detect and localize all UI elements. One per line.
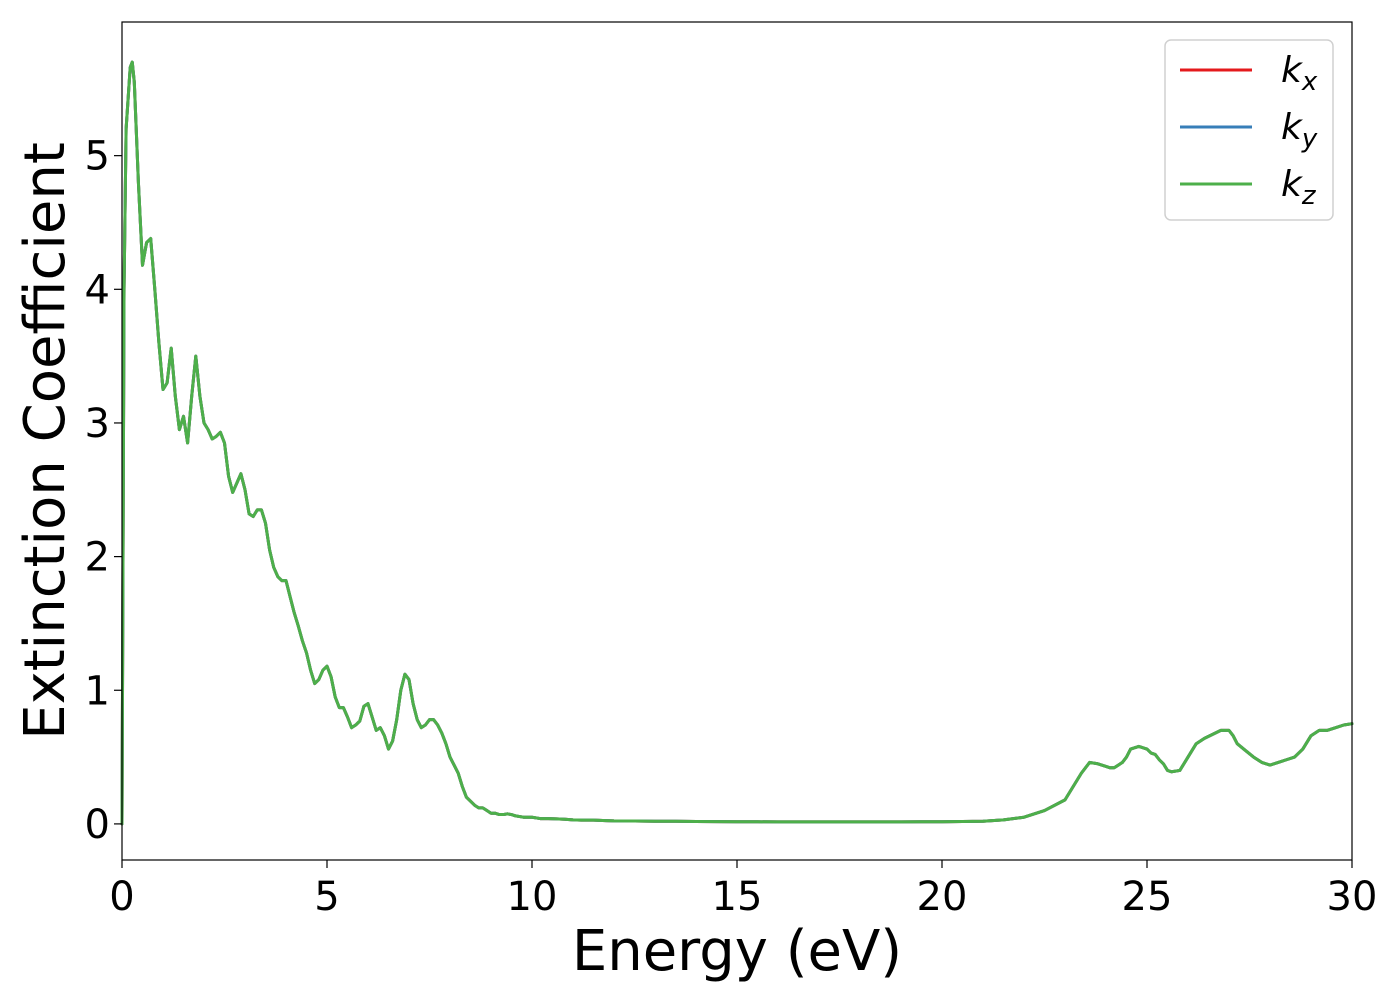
x-tick-label: 10 xyxy=(507,874,558,920)
legend: kx ky kz xyxy=(1164,39,1334,221)
y-tick-label: 0 xyxy=(85,802,110,848)
y-tick-label: 2 xyxy=(85,535,110,581)
x-tick-label: 5 xyxy=(314,874,339,920)
y-axis-title: Extinction Coefficient xyxy=(13,142,78,740)
x-axis-title: Energy (eV) xyxy=(572,919,902,984)
series-line-kz xyxy=(120,60,1354,826)
y-axis-ticks: 0 1 2 3 4 5 xyxy=(85,134,122,848)
x-tick-label: 15 xyxy=(712,874,763,920)
series-layer xyxy=(120,60,1354,826)
y-tick-label: 1 xyxy=(85,668,110,714)
x-tick-label: 25 xyxy=(1122,874,1173,920)
x-axis-ticks: 0 5 10 15 20 25 30 xyxy=(109,860,1377,920)
plot-area xyxy=(122,22,1352,860)
y-tick-label: 5 xyxy=(85,134,110,180)
y-tick-label: 3 xyxy=(85,401,110,447)
x-tick-label: 30 xyxy=(1327,874,1378,920)
legend-label-kx: kx xyxy=(1281,50,1318,97)
legend-label-kz: kz xyxy=(1281,164,1317,211)
x-tick-label: 0 xyxy=(109,874,134,920)
x-tick-label: 20 xyxy=(917,874,968,920)
y-tick-label: 4 xyxy=(85,267,110,313)
legend-box xyxy=(1164,39,1334,221)
legend-label-ky: ky xyxy=(1281,107,1318,154)
